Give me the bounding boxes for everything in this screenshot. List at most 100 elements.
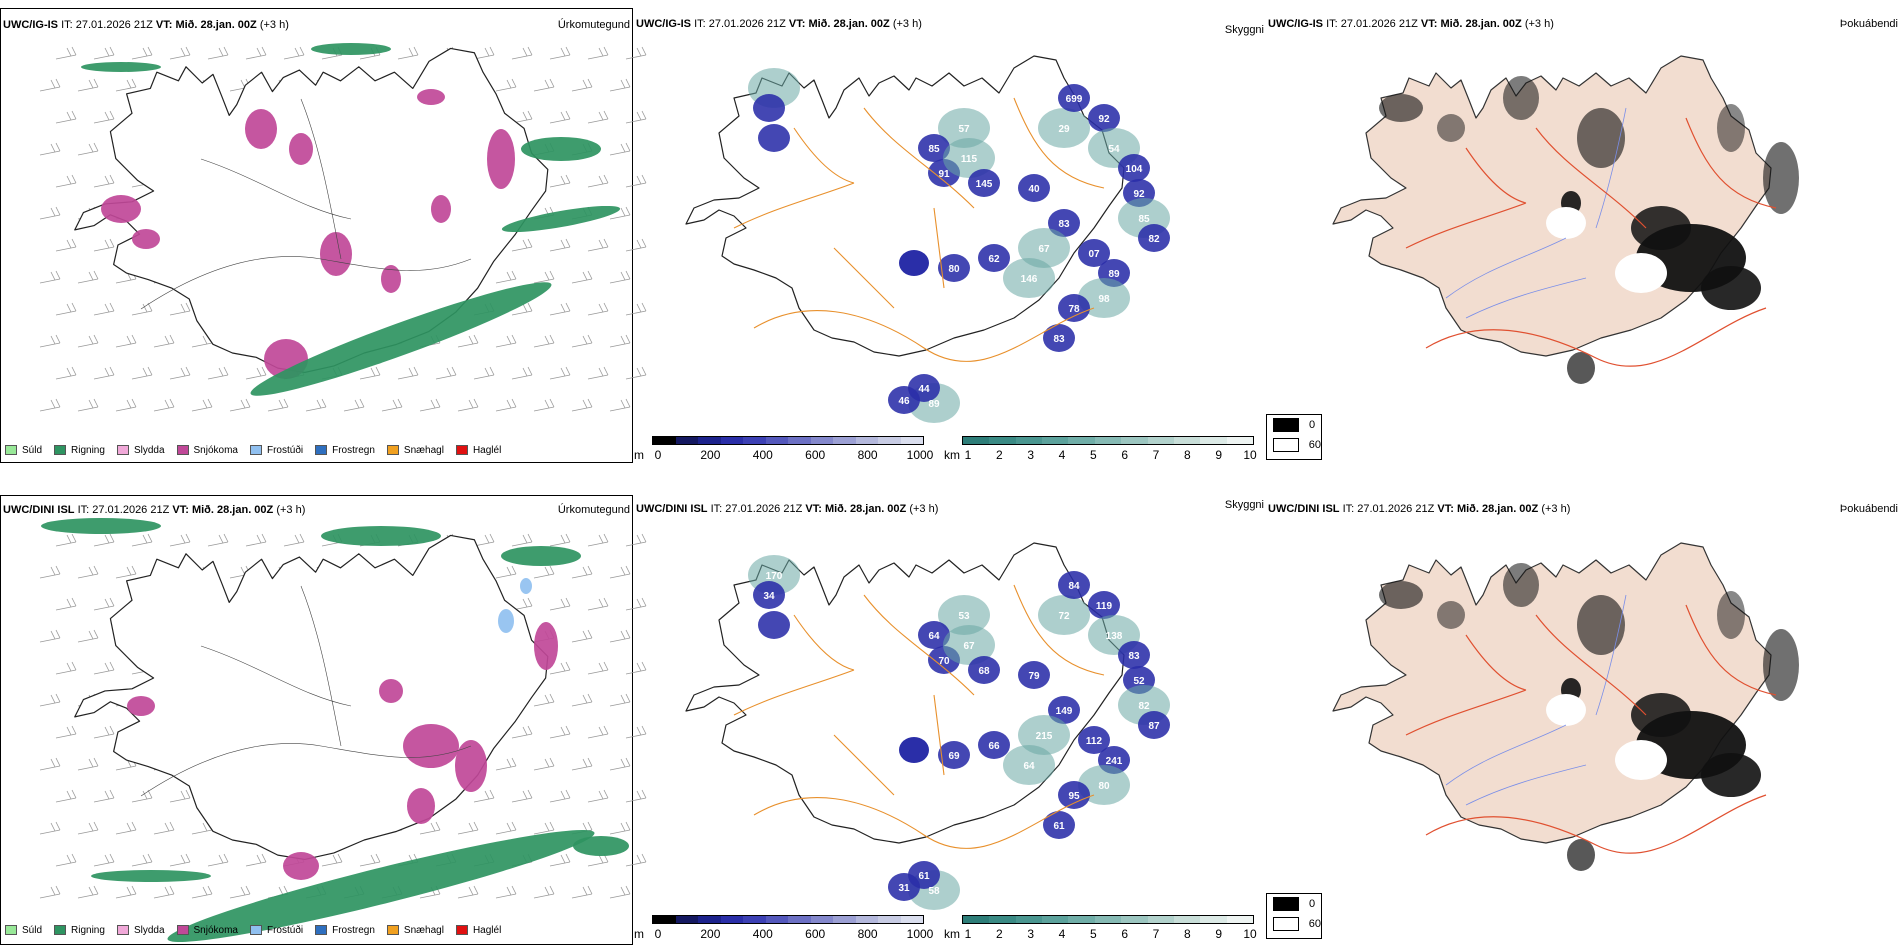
low-cloud-area xyxy=(899,250,929,276)
legend-item: Súld xyxy=(5,925,42,936)
colorbar-tick-label: 10 xyxy=(1243,927,1257,941)
wind-barb xyxy=(587,789,609,803)
wind-barb xyxy=(207,46,229,60)
wind-barb xyxy=(511,46,533,60)
valid-label: VT: xyxy=(155,19,173,31)
legend-label: 60 xyxy=(1308,918,1321,930)
fog-area xyxy=(1379,94,1423,122)
visibility-value-label: 95 xyxy=(1068,791,1080,802)
wind-barb xyxy=(549,661,571,675)
wind-barb xyxy=(473,366,495,380)
valid-label: VT: xyxy=(1437,503,1454,515)
low-cloud-area xyxy=(1043,324,1075,352)
wind-barb xyxy=(549,110,571,124)
init-label: IT: xyxy=(77,504,90,516)
wind-barb xyxy=(457,885,479,899)
colorbar-step xyxy=(1173,437,1201,444)
visibility-value-label: 112 xyxy=(1086,736,1103,747)
colorbar-step xyxy=(989,916,1016,923)
colorbar-step xyxy=(675,916,698,923)
wind-barb xyxy=(77,78,99,92)
wind-barb xyxy=(495,78,517,92)
roads xyxy=(1405,117,1777,367)
visibility-value-label: 104 xyxy=(1126,164,1143,175)
wind-barb xyxy=(55,533,77,547)
low-cloud-area xyxy=(1018,661,1050,689)
panel-title: Skyggni xyxy=(1224,24,1264,36)
legend-item: Slydda xyxy=(116,925,165,936)
visibility-value-label: 31 xyxy=(898,883,910,894)
wind-barb xyxy=(229,398,251,412)
wind-barb xyxy=(359,853,381,867)
fog-legend: 0 60 xyxy=(1266,414,1322,460)
wind-barb xyxy=(587,533,609,547)
visibility-value-label: 82 xyxy=(1148,234,1160,245)
panel-header: UWC/IG-IS IT: 27.01.2026 21Z VT: Mið. 28… xyxy=(1,15,632,35)
visibility-area xyxy=(943,138,995,178)
low-cloud-area xyxy=(758,124,790,152)
colorbar-step xyxy=(720,916,743,923)
colorbar-step xyxy=(989,437,1016,444)
wind-barb xyxy=(609,565,631,579)
colorbar-step xyxy=(1147,437,1174,444)
wind-barb xyxy=(625,533,647,547)
legend-label: Snjókoma xyxy=(193,924,238,936)
wind-barb xyxy=(207,366,229,380)
lead-time: (+3 h) xyxy=(1541,503,1571,515)
wind-barb xyxy=(283,46,305,60)
wind-barb xyxy=(245,366,267,380)
wind-barb xyxy=(169,302,191,316)
colorbar-tick-label: 0 xyxy=(654,448,662,462)
wind-barb xyxy=(77,142,99,156)
wind-barb xyxy=(55,597,77,611)
fog-area xyxy=(1437,601,1465,629)
colorbar-step xyxy=(1121,437,1148,444)
legend-label: Haglél xyxy=(472,924,502,936)
wind-barb xyxy=(457,334,479,348)
wind-barb xyxy=(457,398,479,412)
wind-barb xyxy=(169,853,191,867)
model-name: UWC/DINI ISL xyxy=(1268,503,1340,515)
low-cloud-area xyxy=(888,386,920,414)
fog-area xyxy=(1763,629,1799,701)
low-cloud-area xyxy=(1088,104,1120,132)
wind-barb xyxy=(93,597,115,611)
wind-barb xyxy=(115,821,137,835)
fog-panel-bottom: UWC/DINI ISL IT: 27.01.2026 21Z VT: Mið.… xyxy=(1266,495,1900,945)
fog-area xyxy=(1701,753,1761,797)
colorbar-tick-label: 0 xyxy=(654,927,662,941)
wind-barb xyxy=(77,757,99,771)
wind-barb xyxy=(609,821,631,835)
visibility-value-label: 79 xyxy=(1028,671,1040,682)
low-cloud-area xyxy=(938,254,970,282)
roads xyxy=(733,584,1105,849)
fog-area xyxy=(1437,114,1465,142)
model-name: UWC/IG-IS xyxy=(636,18,691,30)
wind-barb xyxy=(55,661,77,675)
visibility-colorbar: km 1 2 3 4 5 6 7 8 9 10 xyxy=(944,915,1264,949)
wind-barb xyxy=(609,334,631,348)
visibility-colorbar: km 1 2 3 4 5 6 7 8 9 10 xyxy=(944,436,1264,470)
low-cloud-area xyxy=(1048,209,1080,237)
visibility-value-label: 241 xyxy=(1106,756,1123,767)
glacier xyxy=(1615,740,1667,780)
legend-item: Frostregn xyxy=(315,445,375,456)
wind-barb xyxy=(587,366,609,380)
wind-barb xyxy=(381,398,403,412)
wind-barb xyxy=(207,533,229,547)
valid-label: VT: xyxy=(805,503,822,515)
low-cloud-area xyxy=(968,169,1000,197)
wind-barb xyxy=(55,725,77,739)
visibility-value-label: 149 xyxy=(1056,706,1073,717)
wind-barb xyxy=(533,693,555,707)
wind-barb xyxy=(39,398,61,412)
visibility-value-label: 83 xyxy=(1053,334,1065,345)
colorbar-tick-label: 1000 xyxy=(906,448,934,462)
precip-area-rigning xyxy=(311,43,391,55)
colorbar-tick-label: 6 xyxy=(1121,927,1128,941)
visibility-panel-top: UWC/IG-IS IT: 27.01.2026 21Z VT: Mið. 28… xyxy=(634,8,1266,463)
wind-barb xyxy=(169,533,191,547)
precip-area-snjókoma xyxy=(534,622,558,670)
iceland-outline xyxy=(685,542,1125,844)
legend-item: Haglél xyxy=(455,924,502,936)
